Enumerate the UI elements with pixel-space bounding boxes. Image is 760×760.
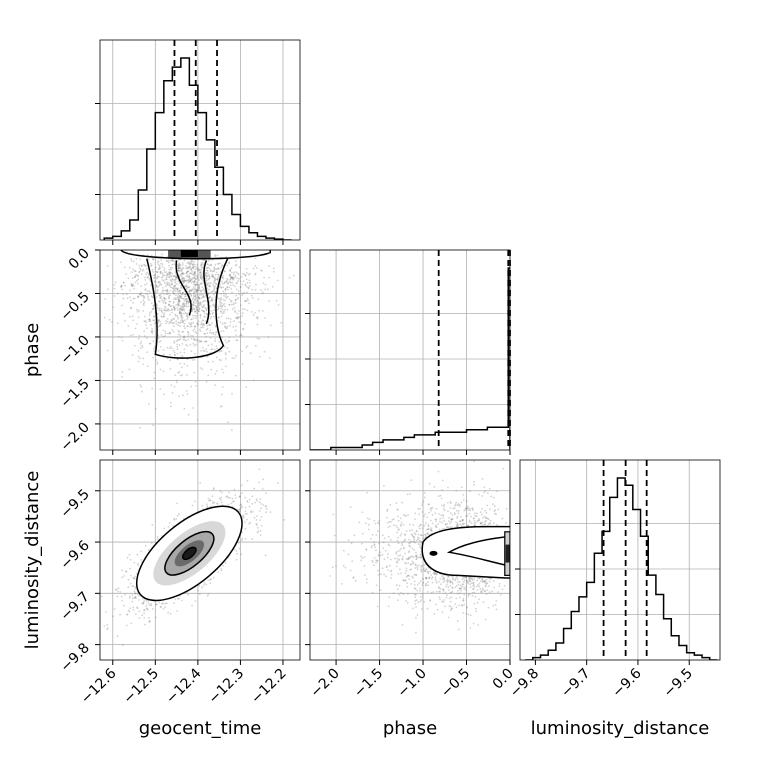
panel-frame: [99, 39, 301, 241]
grid-2-2: [520, 460, 720, 660]
contours-geocent-phase: [120, 250, 271, 359]
grid-1-1: [310, 250, 510, 450]
y-tick-label: −2.0: [57, 419, 92, 454]
y-tick-label: −1.0: [57, 332, 92, 367]
x-axis-label-phase: phase: [383, 718, 437, 739]
scatter-geocent_time-phase: [103, 250, 295, 432]
density-cell: [180, 250, 198, 257]
x-tick-label: −12.3: [206, 666, 248, 708]
panel-frame: [99, 459, 301, 661]
contour-line: [146, 258, 229, 359]
panel-frame: [519, 459, 721, 661]
x-tick-label: −2.0: [308, 666, 343, 701]
density-cell: [505, 544, 510, 563]
y-tick-label: 0.0: [66, 246, 93, 273]
contours-geocent-distance: [135, 505, 243, 602]
histogram-phase: [310, 267, 510, 450]
grid-0-0: [100, 40, 300, 240]
grid-1-0: [100, 250, 300, 450]
density-cell: [429, 550, 438, 556]
contour-line: [446, 536, 506, 566]
panel-frame: [99, 249, 301, 451]
x-axis-label-geocent_time: geocent_time: [139, 718, 262, 739]
y-tick-label: −9.5: [57, 486, 92, 521]
contour-line: [120, 250, 271, 260]
y-tick-label: −9.7: [57, 589, 92, 624]
x-tick-label: −12.2: [248, 666, 290, 708]
x-tick-label: −1.5: [351, 666, 386, 701]
x-tick-label: −9.5: [661, 666, 696, 701]
contour-line: [175, 260, 210, 325]
y-tick-label: −9.6: [57, 538, 92, 573]
panel-frame: [309, 249, 511, 451]
contours-phase-distance: [421, 525, 510, 579]
y-tick-label: −0.5: [57, 289, 92, 324]
y-axis-label-phase: phase: [22, 323, 43, 377]
y-axis-label-luminosity_distance: luminosity_distance: [22, 471, 43, 650]
x-tick-label: −0.5: [438, 666, 473, 701]
x-tick-label: −1.0: [395, 666, 430, 701]
panel-frame: [309, 459, 511, 661]
contour-level: [181, 546, 197, 561]
x-tick-label: −9.7: [558, 666, 593, 701]
y-tick-label: −9.8: [57, 640, 92, 675]
histogram-luminosity_distance: [525, 477, 718, 660]
x-tick-label: −9.8: [507, 666, 542, 701]
histogram-geocent_time: [103, 57, 292, 240]
x-tick-label: −12.5: [120, 666, 162, 708]
y-tick-label: −1.5: [57, 376, 92, 411]
x-tick-label: −12.4: [163, 665, 205, 707]
x-tick-label: −9.6: [609, 665, 644, 700]
x-tick-label: −12.6: [78, 665, 120, 707]
x-axis-label-luminosity_distance: luminosity_distance: [531, 718, 710, 739]
